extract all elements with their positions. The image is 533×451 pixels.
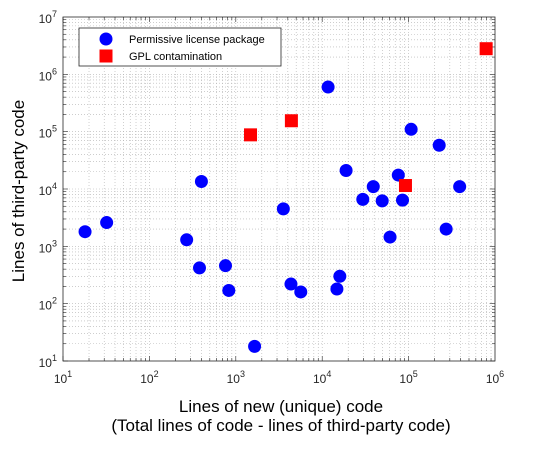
x-tick-label: 105 — [399, 369, 417, 386]
data-points — [78, 42, 493, 353]
data-point-permissive — [396, 193, 410, 207]
data-point-permissive — [432, 138, 446, 152]
data-point-permissive — [180, 233, 194, 247]
legend-box — [78, 27, 282, 67]
y-axis-label: Lines of third-party code — [9, 100, 28, 282]
y-tick-label: 101 — [39, 353, 57, 370]
data-point-permissive — [192, 261, 206, 275]
data-point-permissive — [339, 164, 353, 178]
data-point-permissive — [366, 180, 380, 194]
x-tick-label: 104 — [313, 369, 331, 386]
data-point-permissive — [78, 225, 92, 239]
legend-marker-permissive — [99, 32, 113, 46]
data-point-permissive — [321, 80, 335, 94]
y-tick-label: 105 — [39, 124, 57, 141]
y-tick-label: 107 — [39, 9, 57, 26]
y-tick-label: 106 — [39, 66, 57, 83]
legend-label-permissive: Permissive license package — [129, 34, 265, 46]
x-axis-label-line2: (Total lines of code - lines of third-pa… — [111, 416, 450, 435]
legend: Permissive license package GPL contamina… — [78, 27, 282, 67]
x-tick-label: 106 — [486, 369, 504, 386]
data-point-permissive — [404, 122, 418, 136]
data-point-permissive — [248, 339, 262, 353]
data-point-permissive — [100, 216, 114, 230]
y-tick-label: 102 — [39, 296, 57, 313]
data-point-permissive — [194, 175, 208, 189]
x-axis-label-line1: Lines of new (unique) code — [179, 397, 383, 416]
data-point-permissive — [356, 192, 370, 206]
x-tick-label: 102 — [140, 369, 158, 386]
data-point-permissive — [330, 282, 344, 296]
x-tick-label: 101 — [54, 369, 72, 386]
x-tick-label: 103 — [227, 369, 245, 386]
data-point-gpl — [479, 42, 493, 56]
data-point-permissive — [333, 269, 347, 283]
data-point-permissive — [294, 285, 308, 299]
data-point-permissive — [439, 222, 453, 236]
data-point-permissive — [222, 283, 236, 297]
legend-label-gpl: GPL contamination — [129, 51, 222, 63]
x-tick-labels: 101 102 103 104 105 106 — [54, 369, 504, 386]
data-point-permissive — [219, 259, 233, 273]
data-point-permissive — [383, 230, 397, 244]
data-point-gpl — [398, 179, 412, 193]
y-tick-label: 103 — [39, 238, 57, 255]
axis-ticks — [62, 17, 495, 362]
y-tick-labels: 101 102 103 104 105 106 107 — [39, 9, 57, 370]
data-point-permissive — [391, 168, 405, 182]
y-tick-label: 104 — [39, 181, 57, 198]
data-point-gpl — [244, 128, 258, 142]
data-point-permissive — [284, 277, 298, 291]
data-point-gpl — [284, 114, 298, 128]
data-point-permissive — [453, 180, 467, 194]
legend-marker-gpl — [99, 49, 113, 63]
data-point-permissive — [276, 202, 290, 216]
data-point-permissive — [375, 194, 389, 208]
